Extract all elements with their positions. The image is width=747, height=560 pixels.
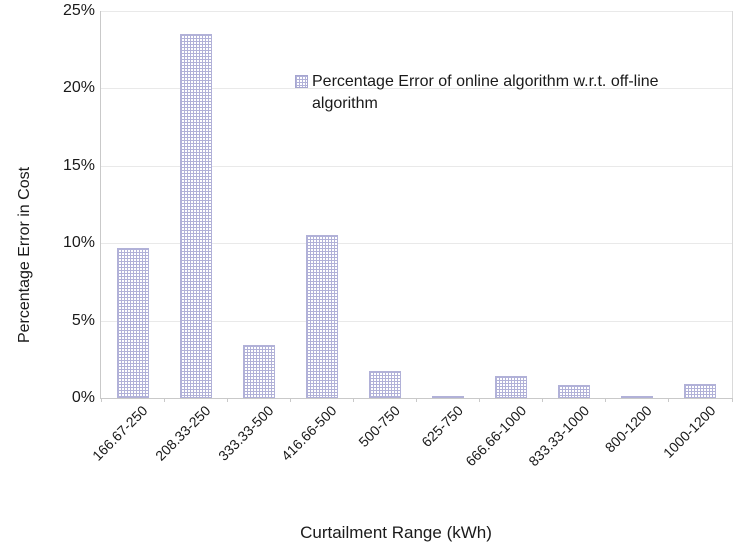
x-tick-label-500-750: 500-750	[354, 402, 403, 450]
y-tick-label-15%: 15%	[62, 156, 95, 174]
y-tick-label-10%: 10%	[62, 234, 95, 252]
bar-166.67-250	[116, 247, 149, 398]
bar-833.33-1000	[558, 384, 591, 398]
x-axis-title: Curtailment Range (kWh)	[300, 523, 492, 542]
x-axis-tick	[100, 398, 102, 402]
legend-label: Percentage Error of online algorithm w.r…	[312, 73, 659, 112]
legend: Percentage Error of online algorithm w.r…	[295, 71, 714, 114]
bar-208.33-250	[179, 34, 212, 398]
x-axis-tick	[668, 398, 670, 402]
bar-625-750	[432, 395, 465, 398]
gridline-15%	[101, 165, 732, 167]
y-tick-label-25%: 25%	[62, 2, 95, 19]
gridline-20%	[101, 88, 732, 90]
x-tick-label-416.66-500: 416.66-500	[278, 402, 340, 464]
x-axis-tick	[542, 398, 544, 402]
y-tick-label-5%: 5%	[71, 311, 95, 329]
bar-416.66-500	[305, 235, 338, 398]
x-tick-label-800-1200: 800-1200	[601, 402, 655, 456]
x-tick-label-833.33-1000: 833.33-1000	[524, 402, 592, 470]
x-tick-label-625-750: 625-750	[418, 402, 466, 450]
x-axis-tick	[352, 398, 354, 402]
x-axis-tick	[289, 398, 291, 402]
bar-333.33-500	[242, 345, 275, 398]
x-axis-tick	[163, 398, 165, 402]
bar-800-1200	[621, 396, 654, 398]
x-tick-label-1000-1200: 1000-1200	[659, 402, 719, 461]
gridline-5%	[101, 320, 732, 322]
bar-1000-1200	[684, 384, 717, 398]
x-axis-tick	[416, 398, 417, 402]
gridline-25%	[101, 11, 732, 12]
gridline-10%	[101, 243, 732, 245]
legend-hatch-swatch-icon	[295, 75, 308, 88]
x-tick-label-666.66-1000: 666.66-1000	[461, 402, 529, 470]
bar-666.66-1000	[495, 376, 528, 398]
x-tick-label-166.67-250: 166.67-250	[88, 402, 151, 464]
x-tick-label-208.33-250: 208.33-250	[151, 402, 214, 464]
y-axis-title: Percentage Error in Cost	[16, 166, 33, 344]
x-axis-tick	[479, 398, 481, 402]
y-tick-label-0%: 0%	[71, 389, 95, 406]
x-axis-tick	[731, 398, 733, 402]
x-tick-label-333.33-500: 333.33-500	[214, 402, 277, 464]
plot-area	[100, 11, 733, 402]
y-tick-label-20%: 20%	[62, 79, 95, 97]
x-axis-tick	[605, 398, 607, 402]
x-axis-tick	[226, 398, 228, 402]
bar-500-750	[368, 370, 401, 398]
